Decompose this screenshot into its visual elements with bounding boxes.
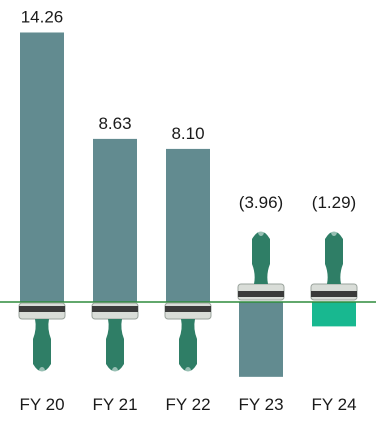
value-label: (3.96) bbox=[239, 193, 283, 212]
category-label: FY 20 bbox=[19, 395, 64, 414]
bar-0 bbox=[20, 32, 64, 303]
value-label: 8.63 bbox=[98, 114, 131, 133]
bars-layer bbox=[20, 32, 356, 377]
value-label: 8.10 bbox=[171, 124, 204, 143]
category-label: FY 23 bbox=[238, 395, 283, 414]
value-label: (1.29) bbox=[312, 193, 356, 212]
brush-down-icon bbox=[164, 302, 212, 375]
bar-3 bbox=[239, 302, 283, 377]
bar-2 bbox=[166, 148, 210, 302]
category-label: FY 21 bbox=[92, 395, 137, 414]
value-label: 14.26 bbox=[21, 7, 64, 26]
bar-1 bbox=[93, 138, 137, 302]
bar-4 bbox=[312, 302, 356, 327]
brush-down-icon bbox=[91, 302, 139, 375]
brushes-layer bbox=[18, 228, 358, 375]
category-label: FY 22 bbox=[165, 395, 210, 414]
brush-up-icon bbox=[237, 228, 285, 301]
category-label: FY 24 bbox=[311, 395, 356, 414]
brush-up-icon bbox=[310, 228, 358, 301]
labels-layer: 14.26 FY 20 8.63 FY 21 8.10 FY 22 (3.96) FY 23 (… bbox=[19, 7, 356, 414]
brush-down-icon bbox=[18, 302, 66, 375]
